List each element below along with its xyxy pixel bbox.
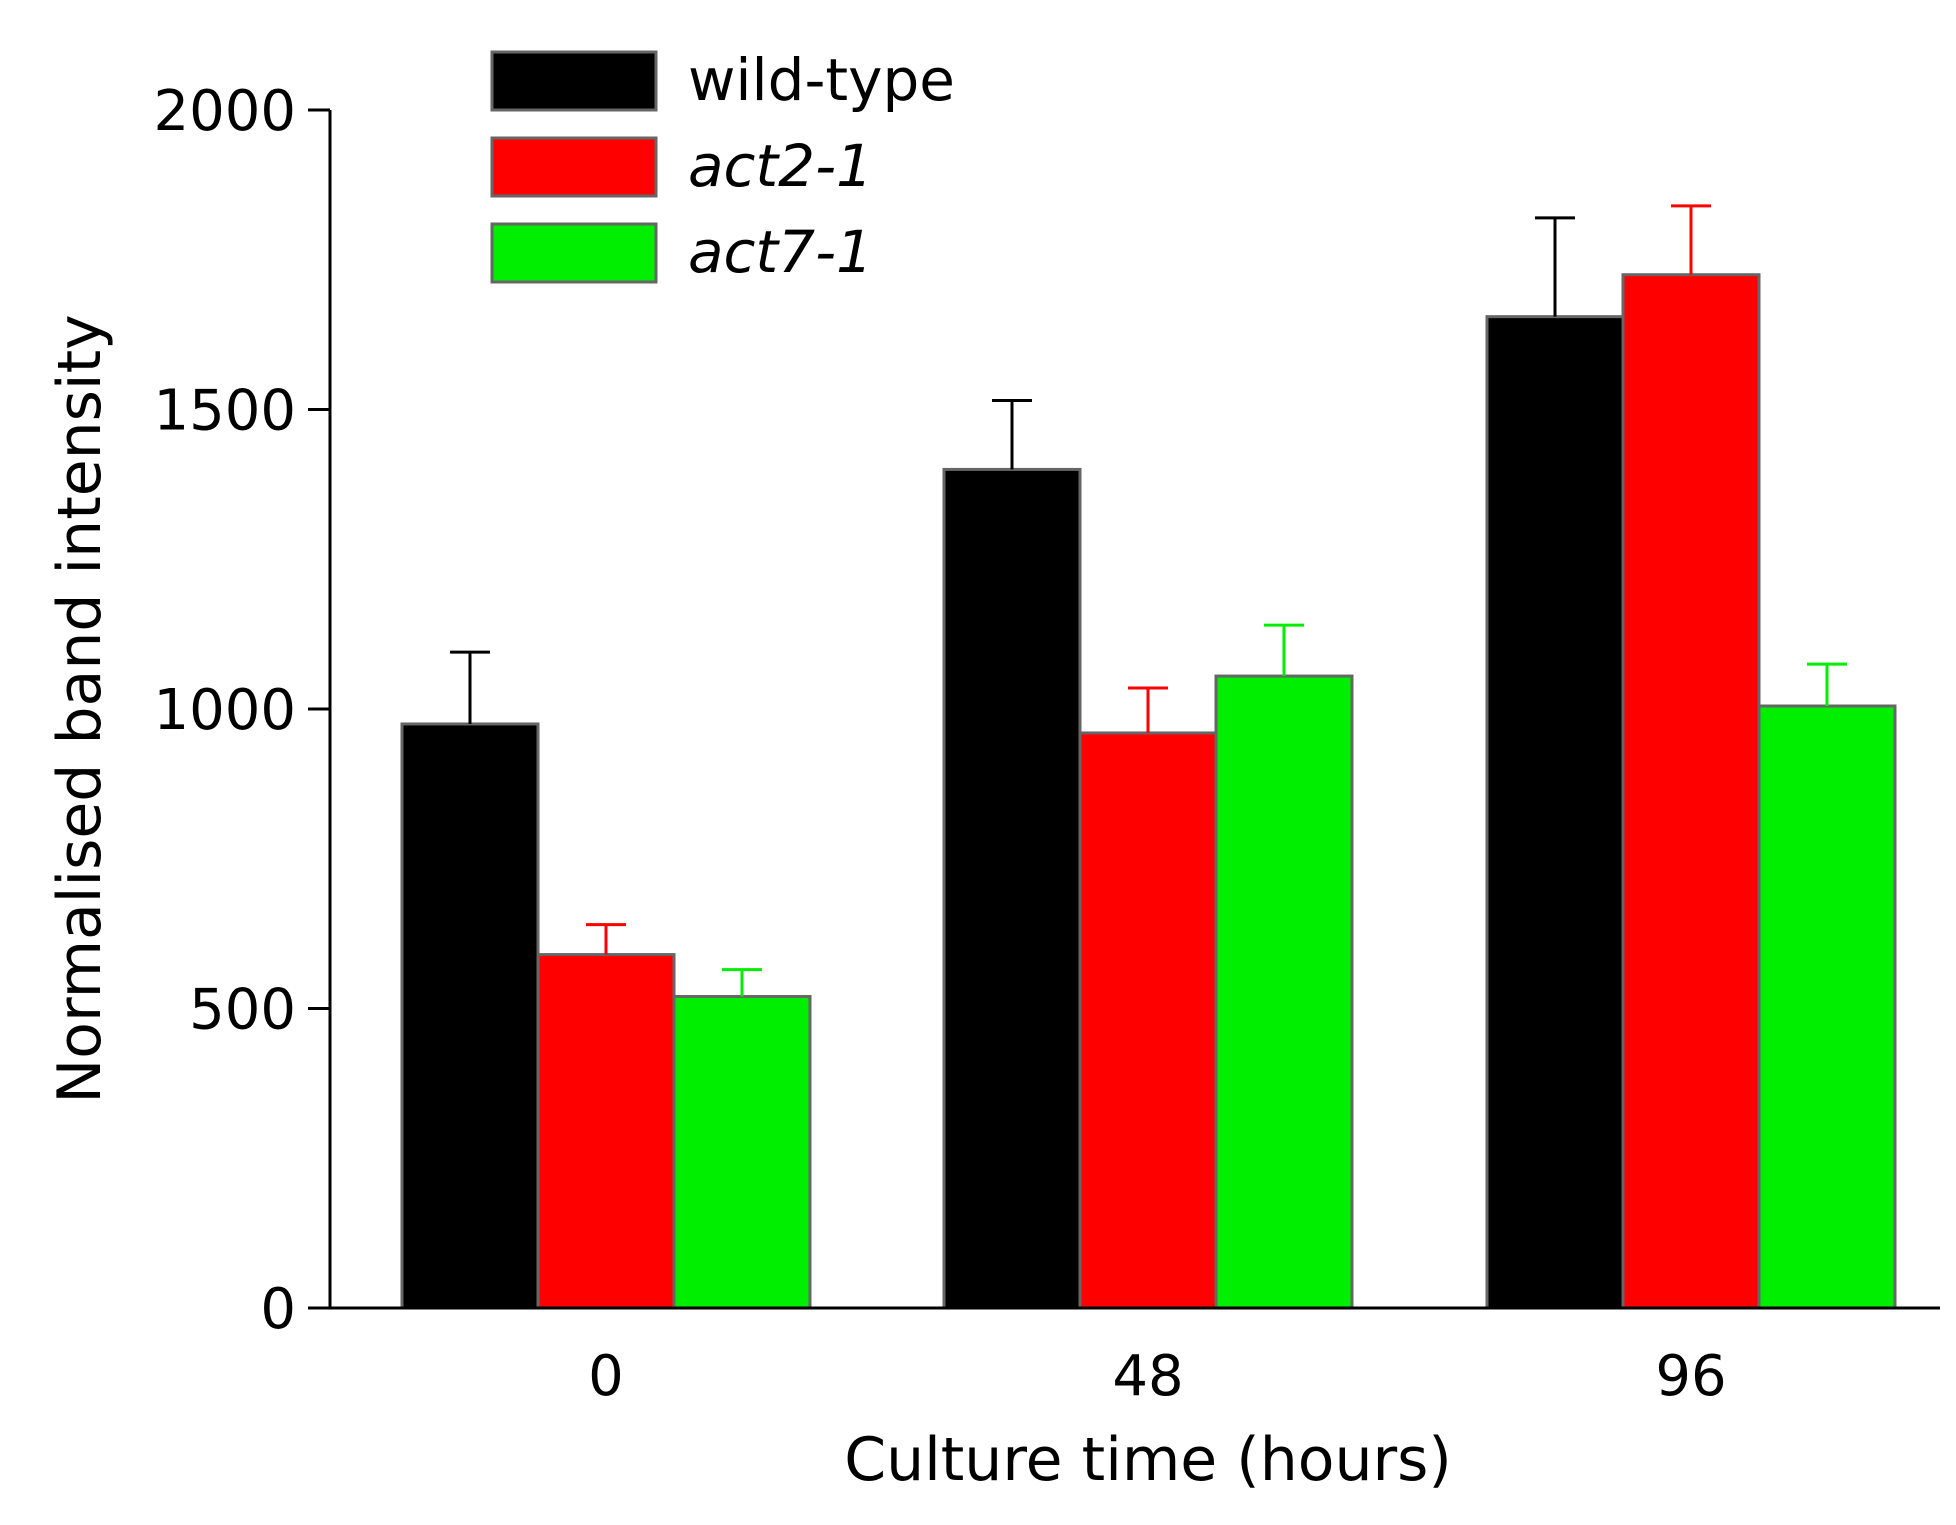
y-tick-label: 0 — [260, 1277, 296, 1342]
legend-label: act7-1 — [688, 218, 873, 286]
bar — [1757, 704, 1897, 1310]
legend-label: wild-type — [688, 46, 955, 114]
x-tick-label: 48 — [1112, 1344, 1183, 1409]
bar — [400, 722, 540, 1310]
bar — [1078, 731, 1218, 1310]
y-ticks: 0 500 1000 1500 2000 — [153, 79, 330, 1342]
y-tick-label: 1500 — [153, 379, 296, 444]
bar — [1214, 674, 1354, 1310]
bar — [672, 995, 812, 1310]
y-tick-label: 1000 — [153, 678, 296, 743]
legend-swatch — [490, 136, 658, 198]
y-tick-label: 2000 — [153, 79, 296, 144]
x-tick-label: 0 — [588, 1344, 624, 1409]
legend: wild-type act2-1 act7-1 — [490, 46, 955, 286]
bars-layer — [400, 273, 1897, 1310]
legend-swatch — [490, 50, 658, 112]
x-ticks: 0 48 96 — [588, 1344, 1726, 1409]
error-bars-layer — [450, 204, 1847, 997]
y-axis-title: Normalised band intensity — [45, 314, 115, 1103]
bar — [1621, 273, 1761, 1310]
x-tick-label: 96 — [1655, 1344, 1726, 1409]
x-axis-title: Culture time (hours) — [844, 1425, 1452, 1495]
legend-label: act2-1 — [688, 132, 873, 200]
legend-swatch — [490, 222, 658, 284]
bar — [942, 467, 1082, 1310]
y-tick-label: 500 — [189, 978, 296, 1043]
bar — [1485, 315, 1625, 1310]
bar — [536, 953, 676, 1310]
